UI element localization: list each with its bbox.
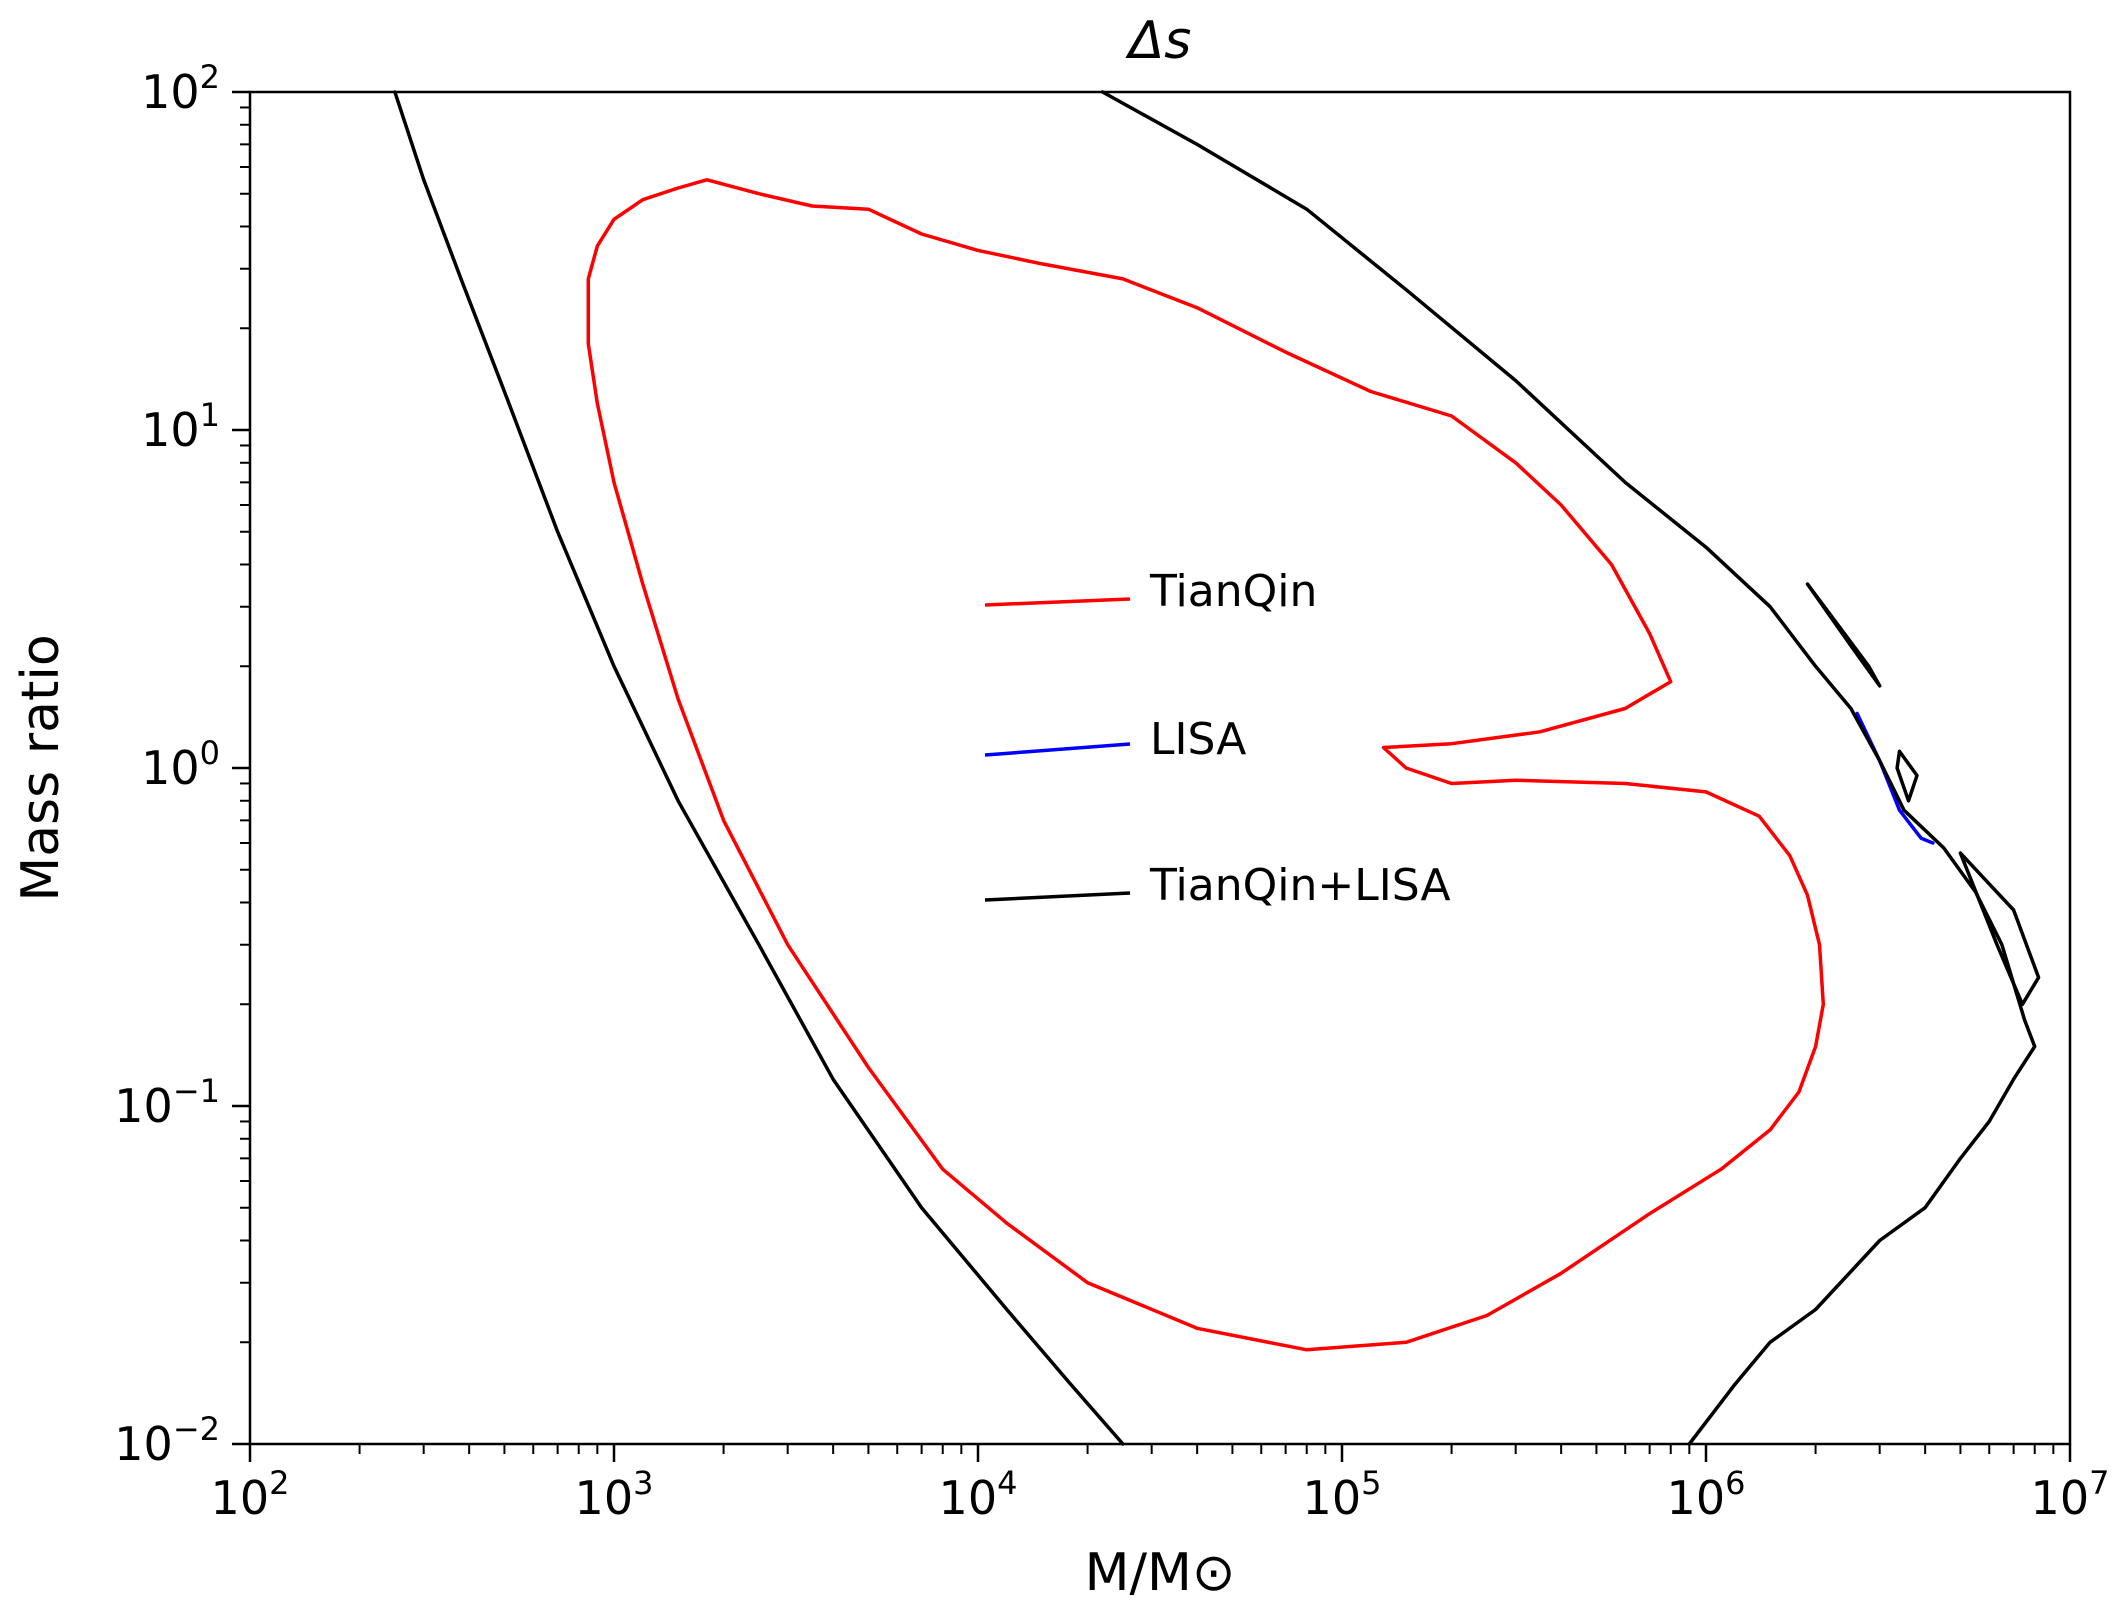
series-tianqin-lisa-contour-2 xyxy=(1100,90,2037,1446)
x-tick-label-base: 10 xyxy=(939,1471,998,1525)
y-tick-label-base: 10 xyxy=(114,1079,173,1133)
chart-title: Δs xyxy=(1125,11,1192,71)
y-tick-label-base: 10 xyxy=(141,403,200,457)
x-tick-label-base: 10 xyxy=(1303,1471,1362,1525)
series-tianqin-lisa-contour-1 xyxy=(393,90,1125,1446)
x-tick-label: 103 xyxy=(575,1464,654,1525)
y-tick-label-exponent: 1 xyxy=(200,396,220,434)
y-tick-label: 101 xyxy=(141,396,220,457)
y-tick-label-base: 10 xyxy=(114,1417,173,1471)
major-ticks xyxy=(232,90,2072,1462)
legend-label-lisa: LISA xyxy=(1150,714,1246,765)
plot-frame xyxy=(248,90,2072,1446)
x-tick-label-exponent: 6 xyxy=(1725,1464,1745,1502)
y-tick-label: 102 xyxy=(141,58,220,119)
x-tick-label: 104 xyxy=(939,1464,1018,1525)
x-tick-label-exponent: 7 xyxy=(2089,1464,2109,1502)
legend-line-tianqin-lisa xyxy=(984,891,1131,902)
x-axis-label: M/M⊙ xyxy=(1085,1543,1236,1603)
legend-line-lisa xyxy=(984,742,1131,757)
series-tianqin-lisa-contour-3 xyxy=(1805,582,1882,688)
x-tick-label: 106 xyxy=(1667,1464,1746,1525)
legend-label-tianqin-lisa: TianQin+LISA xyxy=(1149,860,1451,911)
series-tianqin-lisa-contour-4 xyxy=(1895,749,1919,803)
minor-ticks xyxy=(240,106,2055,1454)
y-tick-label-base: 10 xyxy=(141,65,200,119)
x-tick-label-base: 10 xyxy=(575,1471,634,1525)
series-tianqin-lisa-contour-5 xyxy=(1958,851,2041,1007)
y-axis-label: Mass ratio xyxy=(11,634,71,901)
y-tick-label-exponent: −1 xyxy=(173,1072,220,1110)
x-tick-label-base: 10 xyxy=(1667,1471,1726,1525)
y-tick-label-exponent: 0 xyxy=(200,734,220,772)
y-tick-label-exponent: 2 xyxy=(200,58,220,96)
y-tick-label-exponent: −2 xyxy=(173,1410,220,1448)
y-tick-label-base: 10 xyxy=(141,741,200,795)
series-tianqin-contour-1 xyxy=(586,178,1826,1352)
y-tick-label: 10−2 xyxy=(114,1410,220,1471)
x-tick-label: 105 xyxy=(1303,1464,1382,1525)
x-tick-label-base: 10 xyxy=(211,1471,270,1525)
x-tick-label-exponent: 3 xyxy=(633,1464,653,1502)
x-tick-label: 107 xyxy=(2031,1464,2110,1525)
x-tick-label-exponent: 2 xyxy=(269,1464,289,1502)
x-tick-label-exponent: 4 xyxy=(997,1464,1017,1502)
y-tick-label: 100 xyxy=(141,734,220,795)
legend: TianQin LISA TianQin+LISA xyxy=(984,566,1451,911)
series-layer xyxy=(393,90,2041,1446)
x-tick-label-base: 10 xyxy=(2031,1471,2090,1525)
y-tick-label: 10−1 xyxy=(114,1072,220,1133)
plot-background xyxy=(250,92,2070,1444)
x-tick-label: 102 xyxy=(211,1464,290,1525)
legend-line-tianqin xyxy=(984,597,1131,607)
x-tick-label-exponent: 5 xyxy=(1361,1464,1381,1502)
legend-label-tianqin: TianQin xyxy=(1149,566,1317,617)
